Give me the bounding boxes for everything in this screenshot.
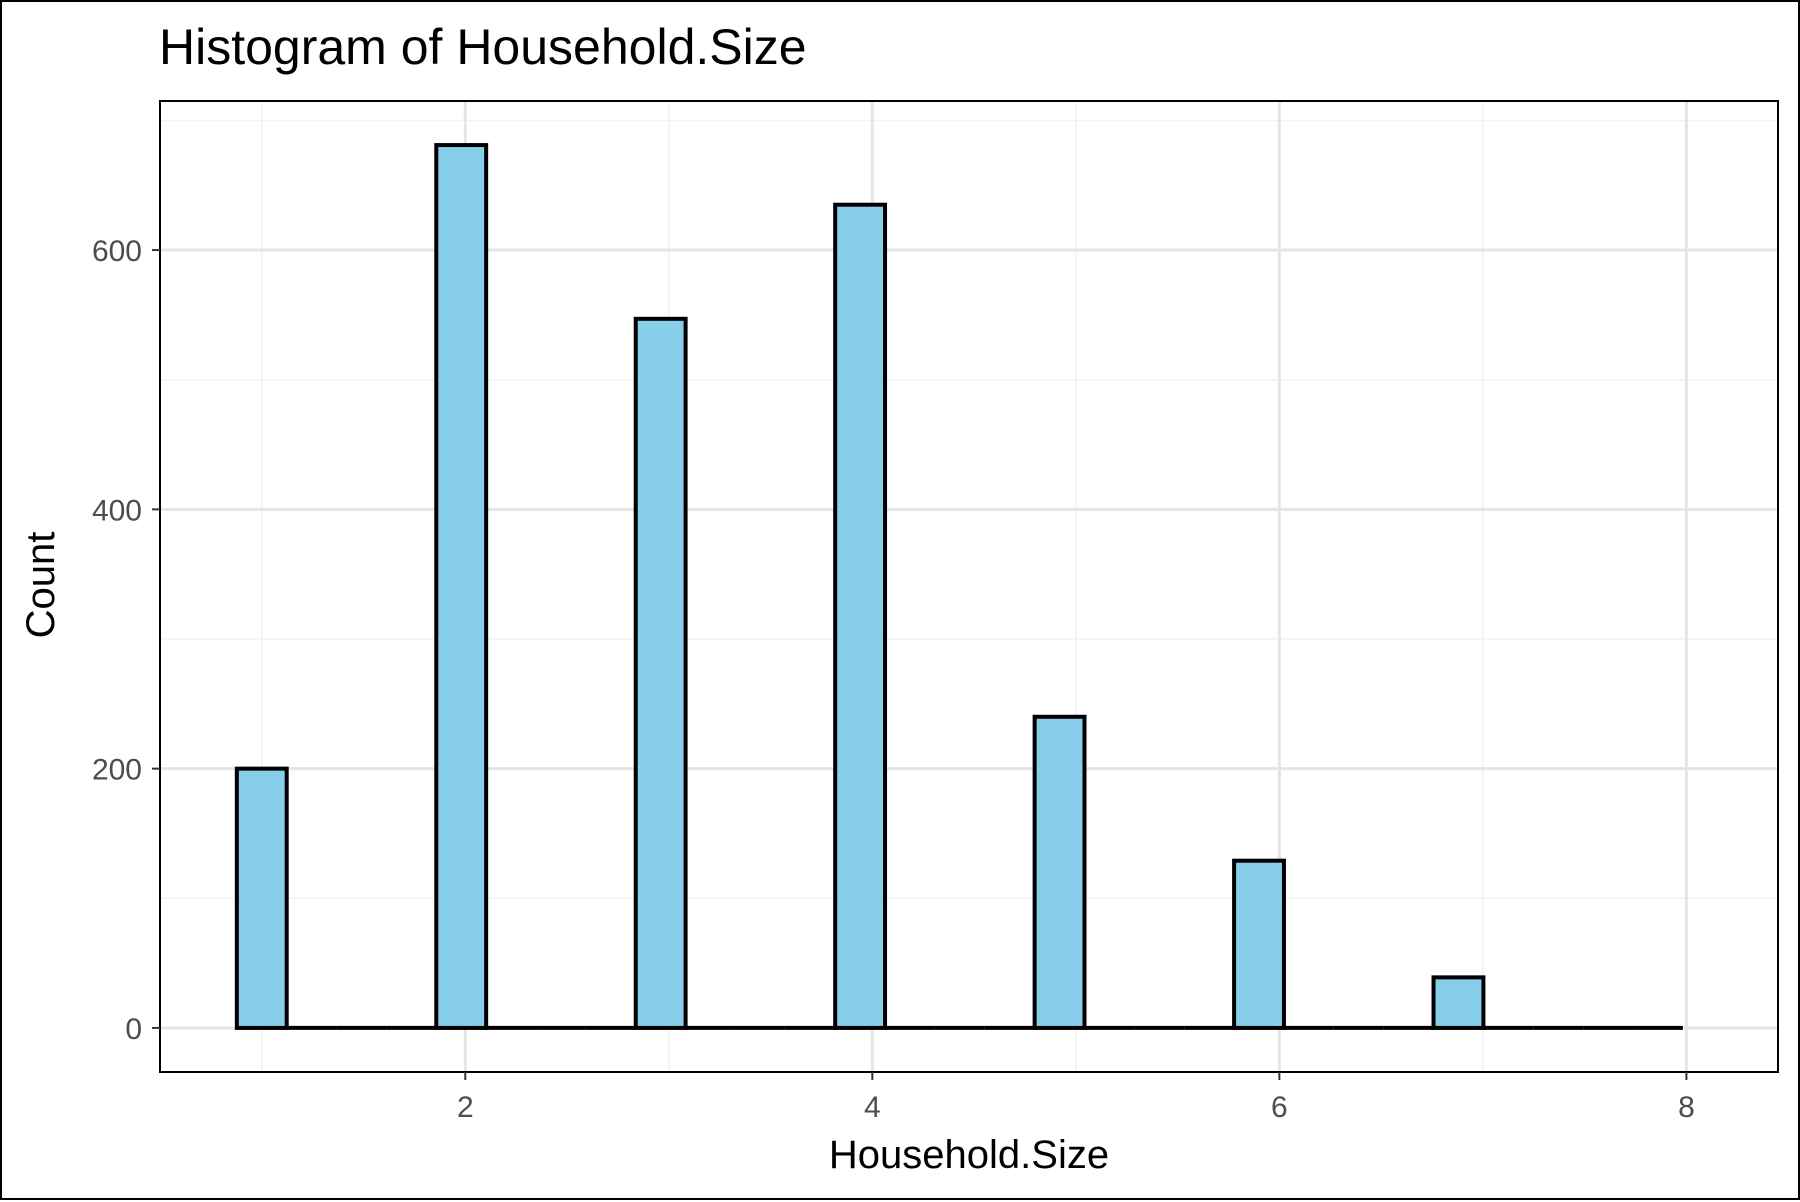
- y-tick-label: 400: [92, 494, 142, 527]
- x-tick-label: 8: [1678, 1091, 1695, 1124]
- histogram-bar: [833, 202, 888, 1030]
- histogram-bar: [1431, 975, 1486, 1030]
- histogram-bar: [234, 766, 289, 1030]
- x-tick-label: 6: [1271, 1091, 1288, 1124]
- histogram-bar: [434, 143, 489, 1030]
- histogram-bar: [1232, 858, 1286, 1030]
- x-tick-label: 2: [457, 1091, 474, 1124]
- chart-title: Histogram of Household.Size: [159, 19, 807, 75]
- histogram-bars: [234, 143, 1683, 1030]
- y-axis-title: Count: [19, 532, 63, 639]
- x-tick-label: 4: [864, 1091, 881, 1124]
- y-tick-label: 600: [92, 235, 142, 268]
- histogram-bar: [633, 316, 688, 1030]
- y-tick-label: 200: [92, 754, 142, 787]
- x-axis-title: Household.Size: [829, 1133, 1109, 1177]
- y-tick-label: 0: [125, 1013, 142, 1046]
- axis-ticks: 2 4 6 8 0 200 400 600: [92, 235, 1695, 1124]
- grid-lines: [160, 101, 1778, 1072]
- histogram-bar: [1032, 714, 1087, 1030]
- plot-panel-border: [159, 100, 1779, 1073]
